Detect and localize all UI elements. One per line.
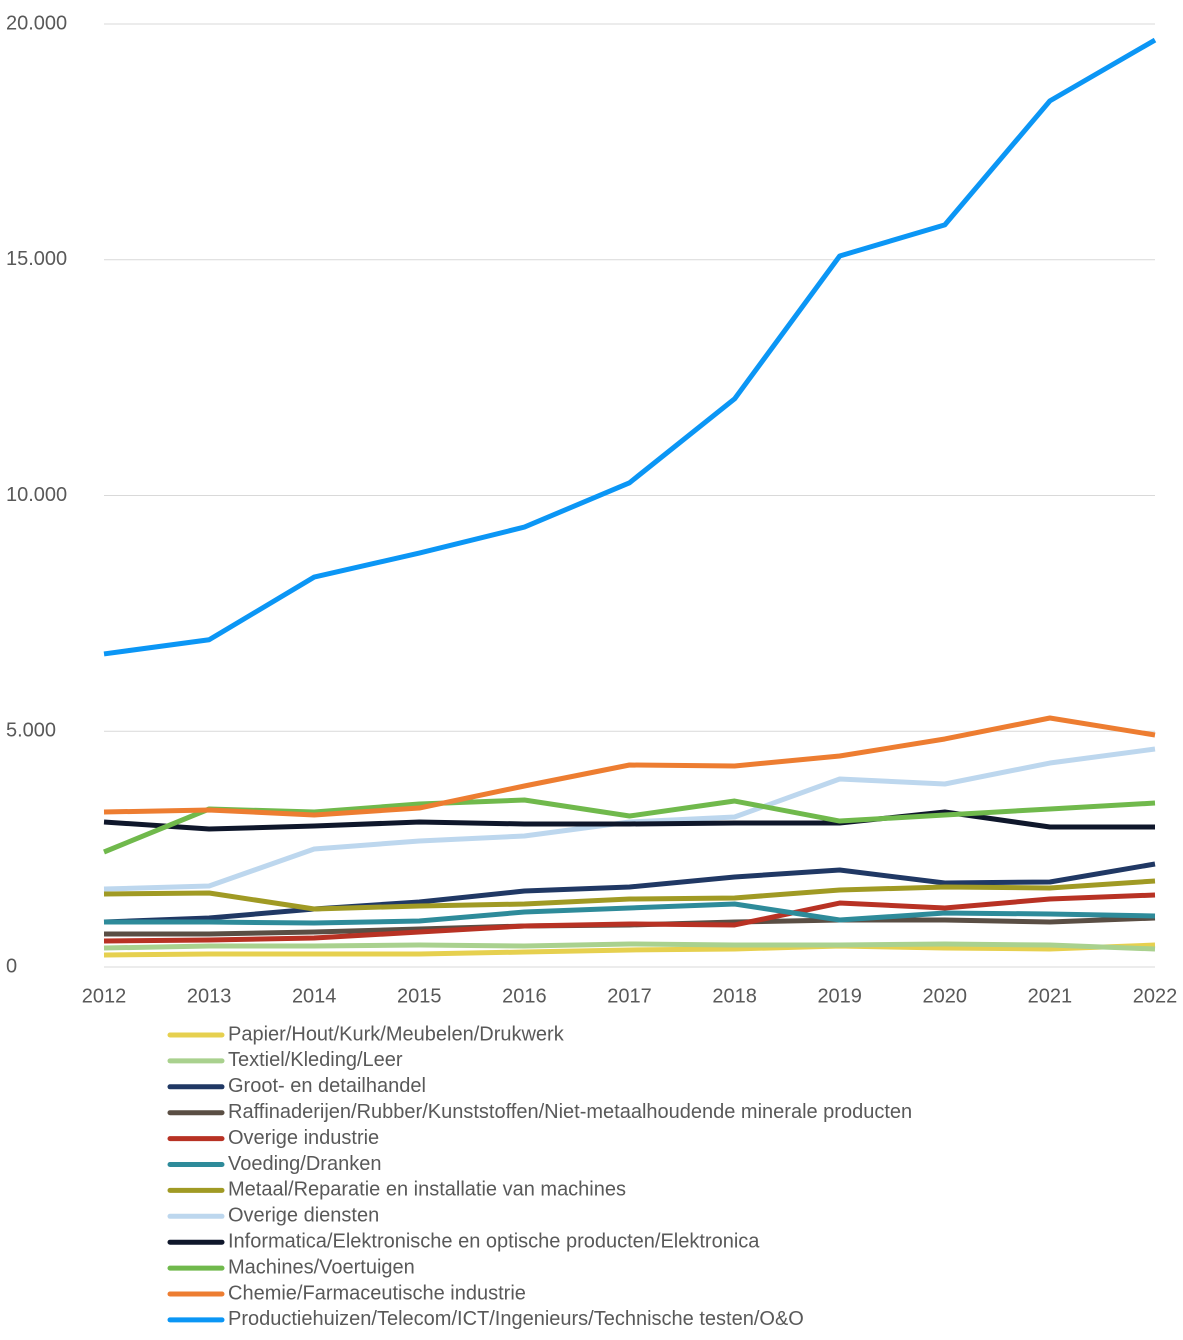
legend-label: Papier/Hout/Kurk/Meubelen/Drukwerk: [228, 1023, 565, 1045]
series-line: [103, 892, 1156, 944]
legend-label: Overige diensten: [228, 1205, 379, 1227]
x-tick-label: 2021: [1028, 985, 1073, 1007]
x-tick-label: 2019: [817, 985, 862, 1007]
legend-label: Raffinaderijen/Rubber/Kunststoffen/Niet-…: [228, 1101, 912, 1123]
series-line: [103, 809, 1155, 832]
legend-label: Voeding/Dranken: [228, 1153, 381, 1175]
x-tick-label: 2022: [1133, 985, 1178, 1007]
y-tick-label: 0: [6, 955, 17, 977]
x-tick-label: 2016: [502, 985, 547, 1007]
x-tick-label: 2012: [82, 985, 127, 1007]
x-tick-label: 2020: [923, 985, 968, 1007]
x-tick-label: 2015: [397, 985, 442, 1007]
legend-label: Overige industrie: [228, 1127, 379, 1149]
series-line: [104, 901, 1156, 926]
legend-label: Textiel/Kleding/Leer: [228, 1049, 403, 1071]
series-line: [103, 861, 1156, 925]
series-line: [103, 941, 1156, 952]
x-tick-label: 2013: [187, 985, 232, 1007]
legend-label: Machines/Voertuigen: [228, 1256, 415, 1278]
series-line: [103, 942, 1156, 958]
legend-label: Groot- en detailhandel: [228, 1075, 426, 1097]
x-tick-label: 2017: [607, 985, 652, 1007]
series-line: [103, 37, 1157, 657]
legend-label: Productiehuizen/Telecom/ICT/Ingenieurs/T…: [228, 1308, 804, 1330]
series-line: [103, 878, 1156, 912]
y-tick-label: 15.000: [6, 248, 67, 270]
x-tick-label: 2018: [712, 985, 757, 1007]
y-tick-label: 5.000: [6, 720, 56, 742]
legend-label: Metaal/Reparatie en installatie van mach…: [228, 1179, 626, 1201]
legend-label: Chemie/Farmaceutische industrie: [228, 1282, 526, 1304]
series-line: [103, 715, 1156, 818]
y-tick-label: 10.000: [6, 484, 67, 506]
x-tick-label: 2014: [292, 985, 337, 1007]
legend-label: Informatica/Elektronische en optische pr…: [228, 1230, 760, 1252]
y-tick-label: 20.000: [6, 12, 67, 34]
